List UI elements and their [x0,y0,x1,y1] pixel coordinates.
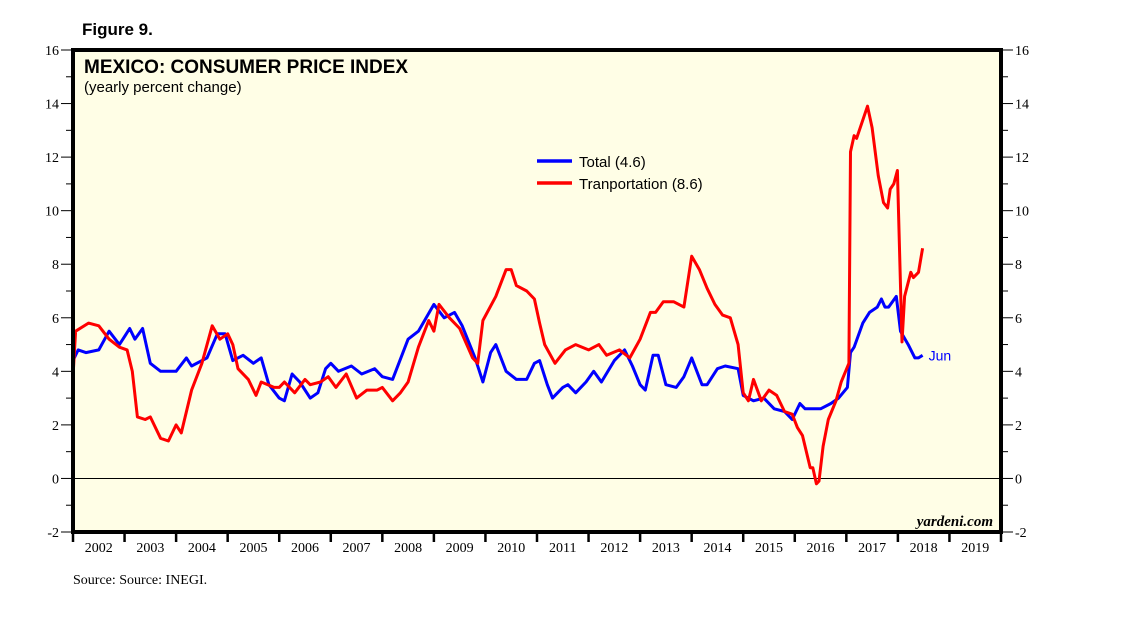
x-tick-label: 2003 [136,541,164,556]
x-tick-label: 2004 [188,541,216,556]
end-label: Jun [929,347,952,363]
y-tick-label-left: 4 [52,365,59,380]
x-tick-label: 2011 [549,541,576,556]
x-tick-label: 2007 [343,541,371,556]
x-tick-label: 2016 [807,541,835,556]
x-tick-label: 2008 [394,541,422,556]
x-tick-label: 2012 [600,541,628,556]
y-tick-label-right: 4 [1015,365,1022,380]
y-tick-label-right: 2 [1015,419,1022,434]
plot-frame [71,48,1003,534]
source-note: Source: Source: INEGI. [73,573,208,588]
y-tick-label-left: 10 [45,205,59,220]
chart-title: MEXICO: CONSUMER PRICE INDEX [84,57,408,78]
y-tick-label-right: -2 [1015,526,1027,541]
chart-subtitle: (yearly percent change) [84,79,242,96]
x-tick-label: 2017 [858,541,886,556]
series-line-transportation [71,104,925,486]
y-tick-label-left: 16 [45,44,59,59]
series-line-total [71,294,924,421]
y-tick-label-left: 6 [52,312,59,327]
x-tick-label: 2002 [85,541,113,556]
legend-label: Tranportation (8.6) [579,176,703,193]
y-tick-label-right: 16 [1015,44,1029,59]
y-tick-label-left: 0 [52,472,59,487]
y-tick-label-right: 0 [1015,472,1022,487]
y-tick-label-left: -2 [47,526,59,541]
y-tick-label-right: 14 [1015,98,1029,113]
x-tick-label: 2009 [446,541,474,556]
watermark: yardeni.com [915,514,993,530]
y-tick-label-right: 8 [1015,258,1022,273]
y-tick-label-right: 12 [1015,151,1029,166]
x-tick-label: 2018 [910,541,938,556]
x-tick-label: 2015 [755,541,783,556]
figure-label: Figure 9. [82,20,153,39]
y-tick-label-left: 12 [45,151,59,166]
y-tick-label-left: 8 [52,258,59,273]
plot-background [73,50,1001,532]
y-tick-label-right: 10 [1015,205,1029,220]
x-tick-label: 2010 [497,541,525,556]
y-tick-label-left: 2 [52,419,59,434]
y-tick-label-right: 6 [1015,312,1022,327]
x-tick-label: 2019 [961,541,989,556]
x-tick-label: 2013 [652,541,680,556]
x-tick-label: 2005 [239,541,267,556]
y-tick-label-left: 14 [45,98,59,113]
x-tick-label: 2006 [291,541,319,556]
x-tick-label: 2014 [703,541,731,556]
legend-label: Total (4.6) [579,154,646,171]
